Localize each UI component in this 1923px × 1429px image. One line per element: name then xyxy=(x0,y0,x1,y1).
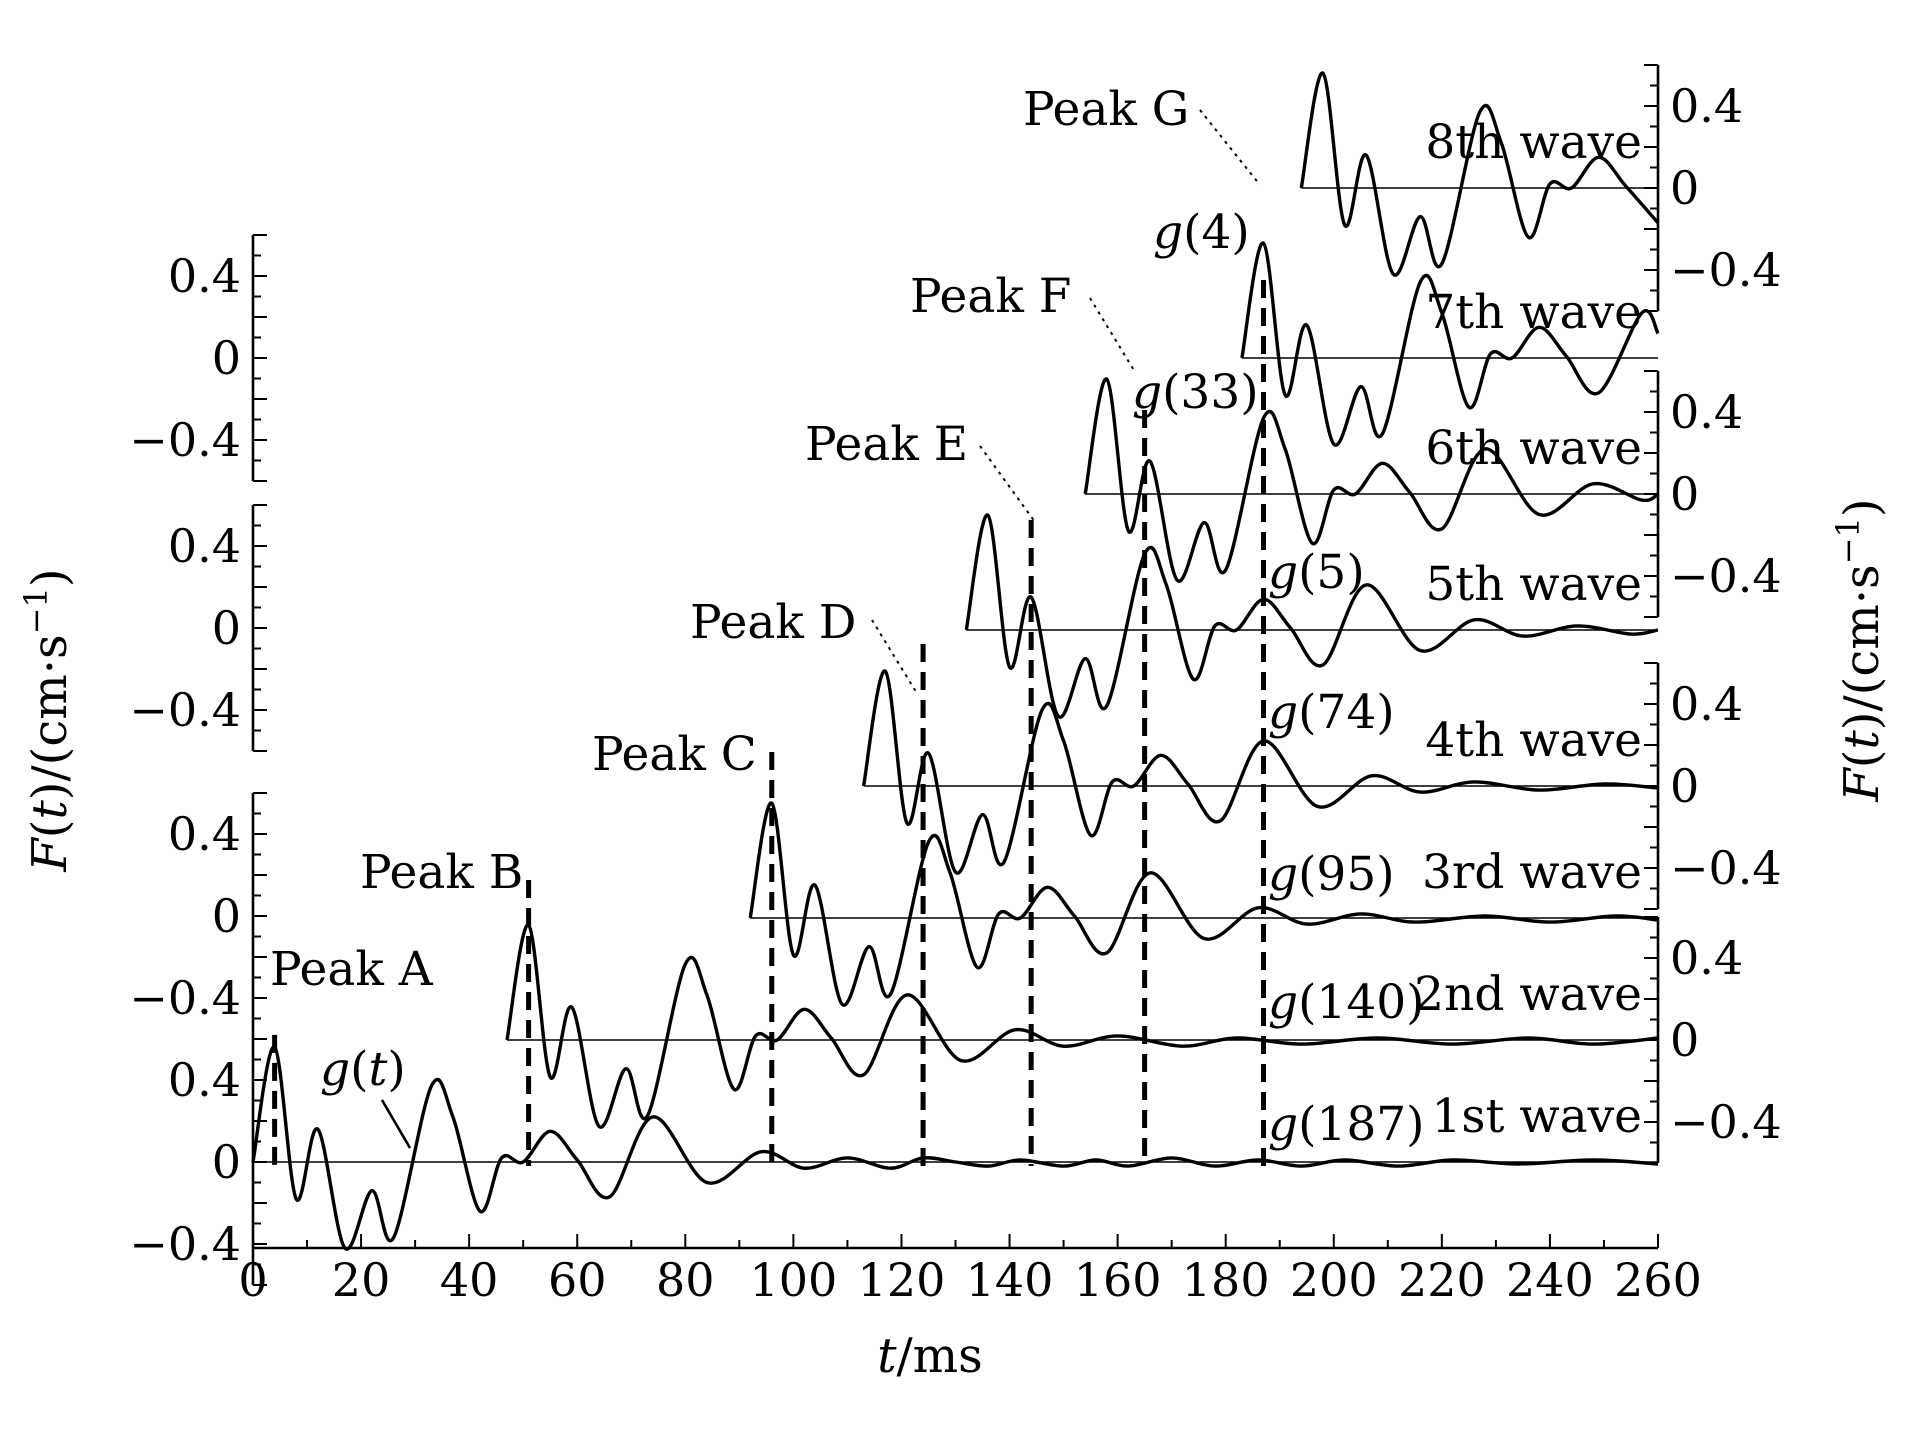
y-axis-left-panel-2-tick-label: −0.4 xyxy=(129,971,241,1025)
g-label: g(95) xyxy=(1268,847,1395,902)
labels-layer: 1st wave 2nd wave 3rd wave 4th wave 5th wave… xyxy=(270,82,1642,1152)
g-label: g(5) xyxy=(1268,545,1365,600)
y-axis-left-panel-2-tick-label: 0.4 xyxy=(168,807,241,861)
x-tick-label: 120 xyxy=(858,1253,946,1307)
wave-label-3rd-wave: 3rd wave xyxy=(1422,845,1642,900)
peak-label-b: Peak B xyxy=(360,845,523,900)
x-tick-label: 260 xyxy=(1614,1253,1702,1307)
x-tick-label: 160 xyxy=(1074,1253,1162,1307)
y-axis-left-panel-3-tick-label: −0.4 xyxy=(129,683,241,737)
x-tick-label: 180 xyxy=(1182,1253,1270,1307)
y-axis-right-panel-3-tick-label: −0.4 xyxy=(1670,549,1782,603)
y-axis-right-panel-1-tick-label: 0.4 xyxy=(1670,931,1743,985)
peak-leader-line xyxy=(871,619,919,696)
x-tick-label: 80 xyxy=(656,1253,715,1307)
waves-layer xyxy=(251,71,1660,1251)
wave-label-2nd-wave: 2nd wave xyxy=(1414,967,1642,1022)
y-axis-1st-wave-tick-label: 0 xyxy=(212,1135,241,1189)
wave-series-line xyxy=(861,669,1659,875)
wave-series-line xyxy=(505,923,1659,1129)
peak-label-a: Peak A xyxy=(270,942,434,997)
y-axis-left-panel-4-tick-label: 0 xyxy=(212,331,241,385)
y-axis-right-panel-4-tick-label: 0.4 xyxy=(1670,79,1743,133)
wave-label-5th-wave: 5th wave xyxy=(1425,557,1642,612)
y-axis-right-panel-4-tick-label: 0 xyxy=(1670,161,1699,215)
x-tick-label: 100 xyxy=(749,1253,837,1307)
wave-label-1st-wave: 1st wave xyxy=(1432,1089,1642,1144)
g-t-leader-line xyxy=(380,1099,412,1149)
wave-series-line xyxy=(251,1045,1659,1251)
peak-label-g: Peak G xyxy=(1023,82,1189,137)
g-label: g(33) xyxy=(1132,365,1259,420)
y-axis-right-panel-1-tick-label: 0 xyxy=(1670,1013,1699,1067)
y-axis-right-panel-2-tick-label: −0.4 xyxy=(1670,841,1782,895)
y-axis-1st-wave-tick-label: −0.4 xyxy=(129,1217,241,1271)
x-tick-label: 20 xyxy=(332,1253,391,1307)
y-axis-right-panel-3-tick-label: 0.4 xyxy=(1670,385,1743,439)
wave-label-4th-wave: 4th wave xyxy=(1425,713,1642,768)
wave-label-6th-wave: 6th wave xyxy=(1425,421,1642,476)
x-tick-label: 240 xyxy=(1506,1253,1594,1307)
peak-leader-line xyxy=(1089,297,1136,373)
axes-layer: 0 20 40 60 80 100 120 140 160 180 200 220 240 260 t/ms… xyxy=(17,64,1890,1384)
x-tick-label: 200 xyxy=(1290,1253,1378,1307)
peak-label-e: Peak E xyxy=(805,417,968,472)
x-tick-label: 140 xyxy=(966,1253,1054,1307)
wave-series-line xyxy=(1299,71,1660,277)
x-tick-label: 60 xyxy=(548,1253,607,1307)
y-axis-right-panel-2-tick-label: 0.4 xyxy=(1670,677,1743,731)
y-axis-right-panel-4-tick-label: −0.4 xyxy=(1670,243,1782,297)
x-tick-label: 220 xyxy=(1398,1253,1486,1307)
wave-series-line xyxy=(964,513,1659,719)
y-axis-left-panel-3-tick-label: 0 xyxy=(212,601,241,655)
g-label: g(74) xyxy=(1268,685,1395,740)
wave-series-line xyxy=(1083,377,1659,583)
g-label: g(t) xyxy=(320,1042,406,1097)
wave-series-line xyxy=(748,801,1659,1007)
y-axis-left-panel-4-tick-label: −0.4 xyxy=(129,413,241,467)
y-axis-right-panel-2-tick-label: 0 xyxy=(1670,759,1699,813)
x-axis-title: t/ms xyxy=(877,1328,983,1384)
x-tick-label: 40 xyxy=(440,1253,499,1307)
y-axis-left-panel-3-tick-label: 0.4 xyxy=(168,519,241,573)
peak-label-f: Peak F xyxy=(910,269,1071,324)
g-label: g(4) xyxy=(1153,205,1250,260)
peak-label-c: Peak C xyxy=(592,727,757,782)
y-axis-right-panel-1-tick-label: −0.4 xyxy=(1670,1095,1782,1149)
g-label: g(187) xyxy=(1268,1097,1424,1152)
peak-label-d: Peak D xyxy=(690,595,856,650)
y-axis-right-panel-3-tick-label: 0 xyxy=(1670,467,1699,521)
y-axis-title-right: F(t)/(cm·s−1) xyxy=(1829,498,1890,802)
wave-label-8th-wave: 8th wave xyxy=(1425,115,1642,170)
wave-series-line xyxy=(1240,241,1660,447)
y-axis-title-left: F(t)/(cm·s−1) xyxy=(17,568,78,872)
y-axis-left-panel-4-tick-label: 0.4 xyxy=(168,249,241,303)
wave-label-7th-wave: 7th wave xyxy=(1425,285,1642,340)
g-label: g(140) xyxy=(1268,975,1424,1030)
peak-leader-line xyxy=(979,445,1036,523)
y-axis-left-panel-2-tick-label: 0 xyxy=(212,889,241,943)
peak-leader-line xyxy=(1199,109,1261,186)
peak-lines-layer xyxy=(272,280,1267,1166)
y-axis-1st-wave-tick-label: 0.4 xyxy=(168,1053,241,1107)
